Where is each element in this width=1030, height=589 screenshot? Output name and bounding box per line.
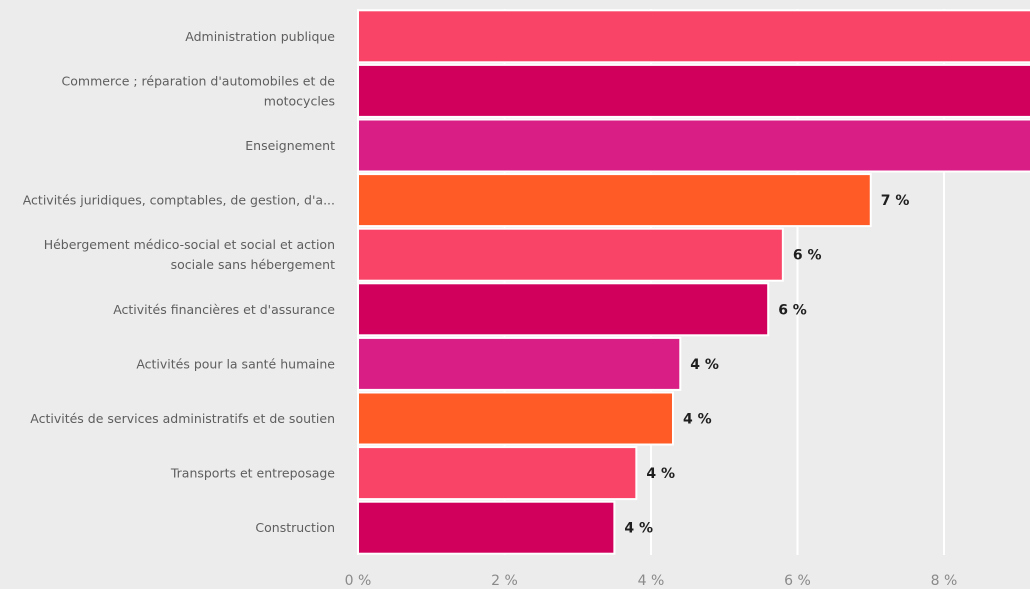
value-label: 6 %: [778, 302, 807, 318]
x-tick-label: 0 %: [345, 573, 372, 589]
x-axis-tick-labels: 0 %2 %4 %6 %8 %10 %12 %14 %16 %: [345, 573, 958, 589]
value-label: 6 %: [793, 248, 822, 264]
bar[interactable]: [357, 446, 638, 501]
category-label: Transports et entreposage: [170, 466, 335, 481]
value-label: 4 %: [646, 466, 675, 482]
value-label: 7 %: [881, 193, 910, 209]
category-label: Activités de services administratifs et …: [30, 411, 335, 426]
value-label: 4 %: [690, 357, 719, 373]
bar[interactable]: [357, 63, 1030, 118]
bar[interactable]: [357, 391, 674, 446]
x-tick-label: 2 %: [491, 573, 518, 589]
bar[interactable]: [357, 173, 872, 228]
value-labels: 14 %13 %11 %7 %6 %6 %4 %4 %4 %4 %: [624, 193, 910, 537]
bar[interactable]: [357, 9, 1030, 64]
x-tick-label: 8 %: [931, 573, 958, 589]
category-label: Activités juridiques, comptables, de ges…: [23, 193, 335, 208]
x-tick-label: 4 %: [638, 573, 665, 589]
category-labels: Administration publique Commerce ; répara…: [23, 29, 336, 535]
category-label: Commerce ; réparation d'automobiles et d…: [62, 73, 336, 108]
bar[interactable]: [357, 118, 1030, 173]
bar[interactable]: [357, 500, 616, 555]
bar[interactable]: [357, 282, 770, 337]
bars: [357, 9, 1030, 555]
category-label: Enseignement: [245, 138, 335, 153]
category-label: Construction: [255, 520, 335, 535]
category-label: Activités pour la santé humaine: [136, 356, 335, 371]
category-label: Administration publique: [185, 29, 335, 44]
category-label: Activités financières et d'assurance: [113, 302, 335, 317]
category-label: Hébergement médico-social et social et a…: [44, 237, 335, 272]
value-label: 4 %: [624, 521, 653, 537]
bar[interactable]: [357, 336, 682, 391]
value-label: 4 %: [683, 412, 712, 428]
bar[interactable]: [357, 227, 784, 282]
x-tick-label: 6 %: [784, 573, 811, 589]
